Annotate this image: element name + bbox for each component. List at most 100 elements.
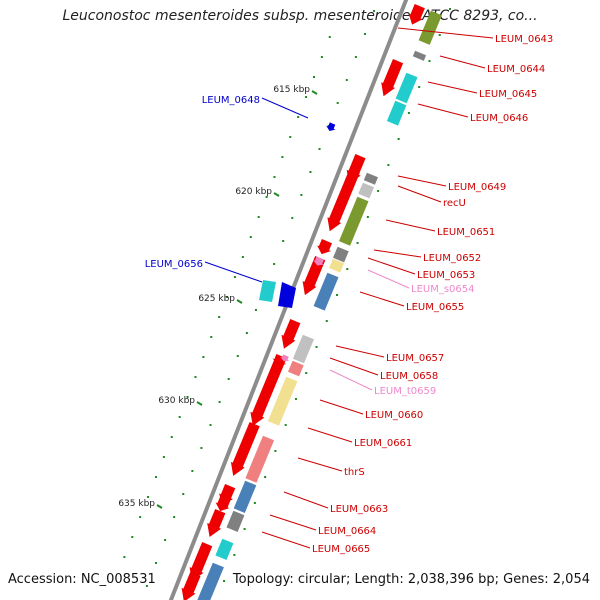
scale-dot xyxy=(194,376,197,378)
scale-dot xyxy=(273,176,276,178)
gene-label: LEUM_0651 xyxy=(437,227,495,238)
track-dot xyxy=(345,79,348,81)
track-dot xyxy=(233,554,236,556)
scale-dot xyxy=(249,236,252,238)
gene-label: recU xyxy=(443,198,466,209)
leader-line xyxy=(397,27,494,39)
leader-line xyxy=(329,357,379,376)
leader-line xyxy=(261,531,311,549)
leader-line xyxy=(397,185,442,203)
gene-arrow-red xyxy=(215,496,231,512)
leader-line xyxy=(359,291,405,307)
scale-dot xyxy=(162,456,165,458)
track-dot xyxy=(264,476,267,478)
scale-dot xyxy=(328,36,331,38)
track-dot xyxy=(354,56,357,58)
leader-line xyxy=(417,103,469,118)
gene-box xyxy=(333,246,349,263)
track-dot xyxy=(245,332,248,334)
scale-label: 635 kbp xyxy=(118,499,155,509)
gene-arrow-red xyxy=(189,542,213,582)
gene-box xyxy=(226,510,245,532)
accession-text: Accession: NC_008531 xyxy=(8,572,156,587)
track-dot xyxy=(397,138,400,140)
gene-box xyxy=(267,376,298,426)
track-dot xyxy=(155,562,158,564)
track-dot xyxy=(407,112,410,114)
gene-label: thrS xyxy=(344,467,365,478)
track-dot xyxy=(428,60,431,62)
gene-label: LEUM_0660 xyxy=(365,410,423,421)
gene-box xyxy=(233,480,257,513)
scale-tick xyxy=(156,504,163,509)
leader-line xyxy=(329,369,373,391)
leader-line xyxy=(297,457,343,472)
track-dot xyxy=(253,502,256,504)
gene-box xyxy=(329,258,344,273)
leader-line xyxy=(373,249,422,258)
scale-dot xyxy=(218,316,221,318)
scale-dot xyxy=(257,216,260,218)
track-dot xyxy=(291,217,294,219)
track-dot xyxy=(254,309,257,311)
gene-label: LEUM_0645 xyxy=(479,89,537,100)
gene-arrow-red xyxy=(250,359,285,426)
track-dot xyxy=(182,493,185,495)
genome-summary-text: Topology: circular; Length: 2,038,396 bp… xyxy=(232,572,590,587)
gene-label: LEUM_t0659 xyxy=(374,386,436,397)
scale-dot xyxy=(154,476,157,478)
gene-label: LEUM_0665 xyxy=(312,544,370,555)
track-dot xyxy=(356,242,359,244)
track-dot xyxy=(300,194,303,196)
track-dot xyxy=(218,401,221,403)
track-dot xyxy=(164,539,167,541)
track-dot xyxy=(336,294,339,296)
gene-box xyxy=(259,280,276,302)
scale-dot xyxy=(320,56,323,58)
scale-dot xyxy=(305,96,308,98)
gene-label: LEUM_0663 xyxy=(330,504,388,515)
gene-label: LEUM_0658 xyxy=(380,371,438,382)
track-dot xyxy=(366,216,369,218)
scale-tick xyxy=(273,192,280,197)
track-dot xyxy=(173,516,176,518)
gene-arrow-red xyxy=(207,509,226,537)
track-dot xyxy=(315,346,318,348)
leader-line xyxy=(269,514,317,531)
gene-box xyxy=(245,435,275,483)
scale-tick xyxy=(311,90,318,95)
leader-line xyxy=(397,175,447,187)
gene-label: LEUM_0643 xyxy=(495,34,553,45)
track-dot xyxy=(191,470,194,472)
gene-label: LEUM_0648 xyxy=(202,95,260,106)
track-dot xyxy=(236,355,239,357)
gene-label: LEUM_0661 xyxy=(354,438,412,449)
track-dot xyxy=(305,372,308,374)
scale-dot xyxy=(186,396,189,398)
gene-label: LEUM_0653 xyxy=(417,270,475,281)
gene-arrow-red xyxy=(281,319,301,349)
gene-box xyxy=(292,334,314,364)
scale-label: 615 kbp xyxy=(273,85,310,95)
track-dot xyxy=(377,190,380,192)
gene-label: LEUM_0649 xyxy=(448,182,506,193)
gene-label: LEUM_0652 xyxy=(423,253,481,264)
gene-label: LEUM_0656 xyxy=(145,259,203,270)
track-dot xyxy=(309,171,312,173)
track-dot xyxy=(449,8,451,10)
track-dot xyxy=(325,320,328,322)
gene-arrow-red xyxy=(230,422,260,476)
leader-line xyxy=(427,81,478,94)
gene-box xyxy=(339,196,369,246)
gene-label: LEUM_s0654 xyxy=(411,284,475,295)
gene-arrow-blue xyxy=(326,122,336,131)
gene-box xyxy=(313,272,339,311)
track-dot xyxy=(284,424,287,426)
scale-dot xyxy=(226,296,229,298)
gene-box xyxy=(363,172,378,185)
gene-label: LEUM_0644 xyxy=(487,64,545,75)
leader-line xyxy=(307,427,353,443)
scale-label: 630 kbp xyxy=(158,396,195,406)
